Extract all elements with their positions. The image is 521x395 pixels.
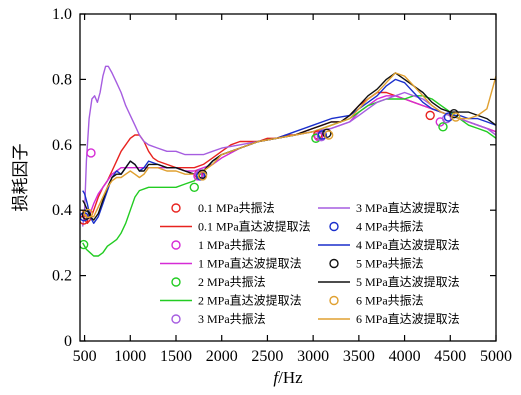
x-tick-label: 3500 — [343, 348, 375, 365]
x-axis-label-unit: /Hz — [278, 368, 303, 387]
legend-item: 5 MPa直达波提取法 — [318, 274, 460, 289]
legend-marker — [171, 277, 181, 287]
series-line-3MPa — [82, 65, 496, 227]
y-tick-label: 0.2 — [52, 268, 72, 285]
resonance-point — [197, 171, 208, 181]
legend-marker — [329, 221, 339, 232]
series-line-1MPa — [82, 95, 496, 218]
legend-item: 5 MPa共振法 — [329, 257, 424, 271]
legend-label: 1 MPa共振法 — [198, 238, 266, 252]
legend-marker — [171, 314, 181, 324]
legend-label: 5 MPa直达波提取法 — [356, 274, 460, 289]
legend-label: 2 MPa共振法 — [198, 275, 266, 289]
y-tick-label: 0.8 — [52, 71, 72, 88]
y-tick-label: 0.4 — [52, 202, 72, 219]
legend-label: 5 MPa共振法 — [356, 257, 424, 271]
x-tick-label: 2000 — [206, 348, 238, 365]
resonance-point — [425, 110, 435, 121]
x-tick-label: 4000 — [389, 348, 421, 365]
legend-label: 4 MPa直达波提取法 — [356, 237, 460, 252]
legend-marker — [171, 203, 181, 213]
resonance-point — [451, 112, 461, 122]
y-tick-label: 1.0 — [52, 6, 72, 23]
legend-item: 6 MPa共振法 — [329, 294, 424, 308]
x-tick-label: 2500 — [251, 348, 283, 365]
legend-item: 3 MPa共振法 — [171, 312, 266, 326]
legend-marker — [329, 295, 339, 306]
y-tick-label: 0 — [64, 333, 72, 350]
plot-frame — [79, 13, 497, 342]
legend-label: 3 MPa直达波提取法 — [356, 200, 460, 215]
resonance-point — [193, 171, 203, 181]
x-tick-label: 4500 — [434, 348, 466, 365]
legend-label: 2 MPa直达波提取法 — [198, 293, 302, 308]
x-axis: 500 1000 1500 2000 2500 3000 3500 4000 4500 5000 — [73, 14, 512, 365]
resonance-point — [189, 182, 199, 193]
legend-label: 6 MPa共振法 — [356, 294, 424, 308]
legend-label: 0.1 MPa直达波提取法 — [198, 219, 311, 234]
resonance-point — [323, 130, 334, 140]
x-tick-label: 3000 — [297, 348, 329, 365]
series-layer — [82, 65, 496, 257]
resonance-point — [438, 122, 448, 132]
legend: 0.1 MPa共振法 0.1 MPa直达波提取法 1 MPa共振法 1 MPa直达波提… — [160, 200, 460, 326]
legend-item: 2 MPa共振法 — [171, 275, 266, 289]
resonance-point — [83, 208, 93, 219]
legend-label: 6 MPa直达波提取法 — [356, 311, 460, 326]
resonance-point — [86, 148, 96, 158]
legend-item: 1 MPa直达波提取法 — [160, 256, 302, 271]
legend-item: 2 MPa直达波提取法 — [160, 293, 302, 308]
y-axis-label: 损耗因子 — [11, 144, 30, 212]
legend-item: 4 MPa共振法 — [329, 220, 424, 234]
series-line-5MPa — [82, 72, 496, 221]
resonance-point — [317, 130, 327, 140]
points-layer — [80, 109, 461, 250]
y-axis: 0 0.2 0.4 0.6 0.8 1.0 — [52, 6, 496, 350]
legend-item: 4 MPa直达波提取法 — [318, 237, 460, 252]
legend-item: 3 MPa直达波提取法 — [318, 200, 460, 215]
x-tick-label: 500 — [73, 348, 97, 365]
resonance-point — [80, 215, 89, 225]
legend-label: 1 MPa直达波提取法 — [198, 256, 302, 271]
legend-marker — [329, 258, 339, 269]
x-axis-label: f/Hz — [273, 368, 303, 387]
legend-label: 0.1 MPa共振法 — [198, 201, 275, 215]
x-tick-label: 1500 — [160, 348, 192, 365]
legend-item: 6 MPa直达波提取法 — [318, 311, 460, 326]
x-tick-label: 1000 — [114, 348, 146, 365]
legend-marker — [171, 240, 181, 250]
resonance-point — [80, 239, 89, 250]
resonance-point — [81, 210, 92, 220]
resonance-point — [322, 128, 332, 139]
legend-label: 4 MPa共振法 — [356, 220, 424, 234]
legend-item: 1 MPa共振法 — [171, 238, 266, 252]
x-axis-label-italic: f — [273, 368, 280, 387]
y-tick-label: 0.6 — [52, 137, 72, 154]
resonance-point — [441, 113, 452, 124]
x-tick-label: 5000 — [480, 348, 512, 365]
legend-item: 0.1 MPa共振法 — [171, 201, 275, 215]
plot-area — [80, 65, 496, 257]
legend-label: 3 MPa共振法 — [198, 312, 266, 326]
series-line-6MPa — [82, 72, 496, 218]
legend-item: 0.1 MPa直达波提取法 — [160, 219, 311, 234]
